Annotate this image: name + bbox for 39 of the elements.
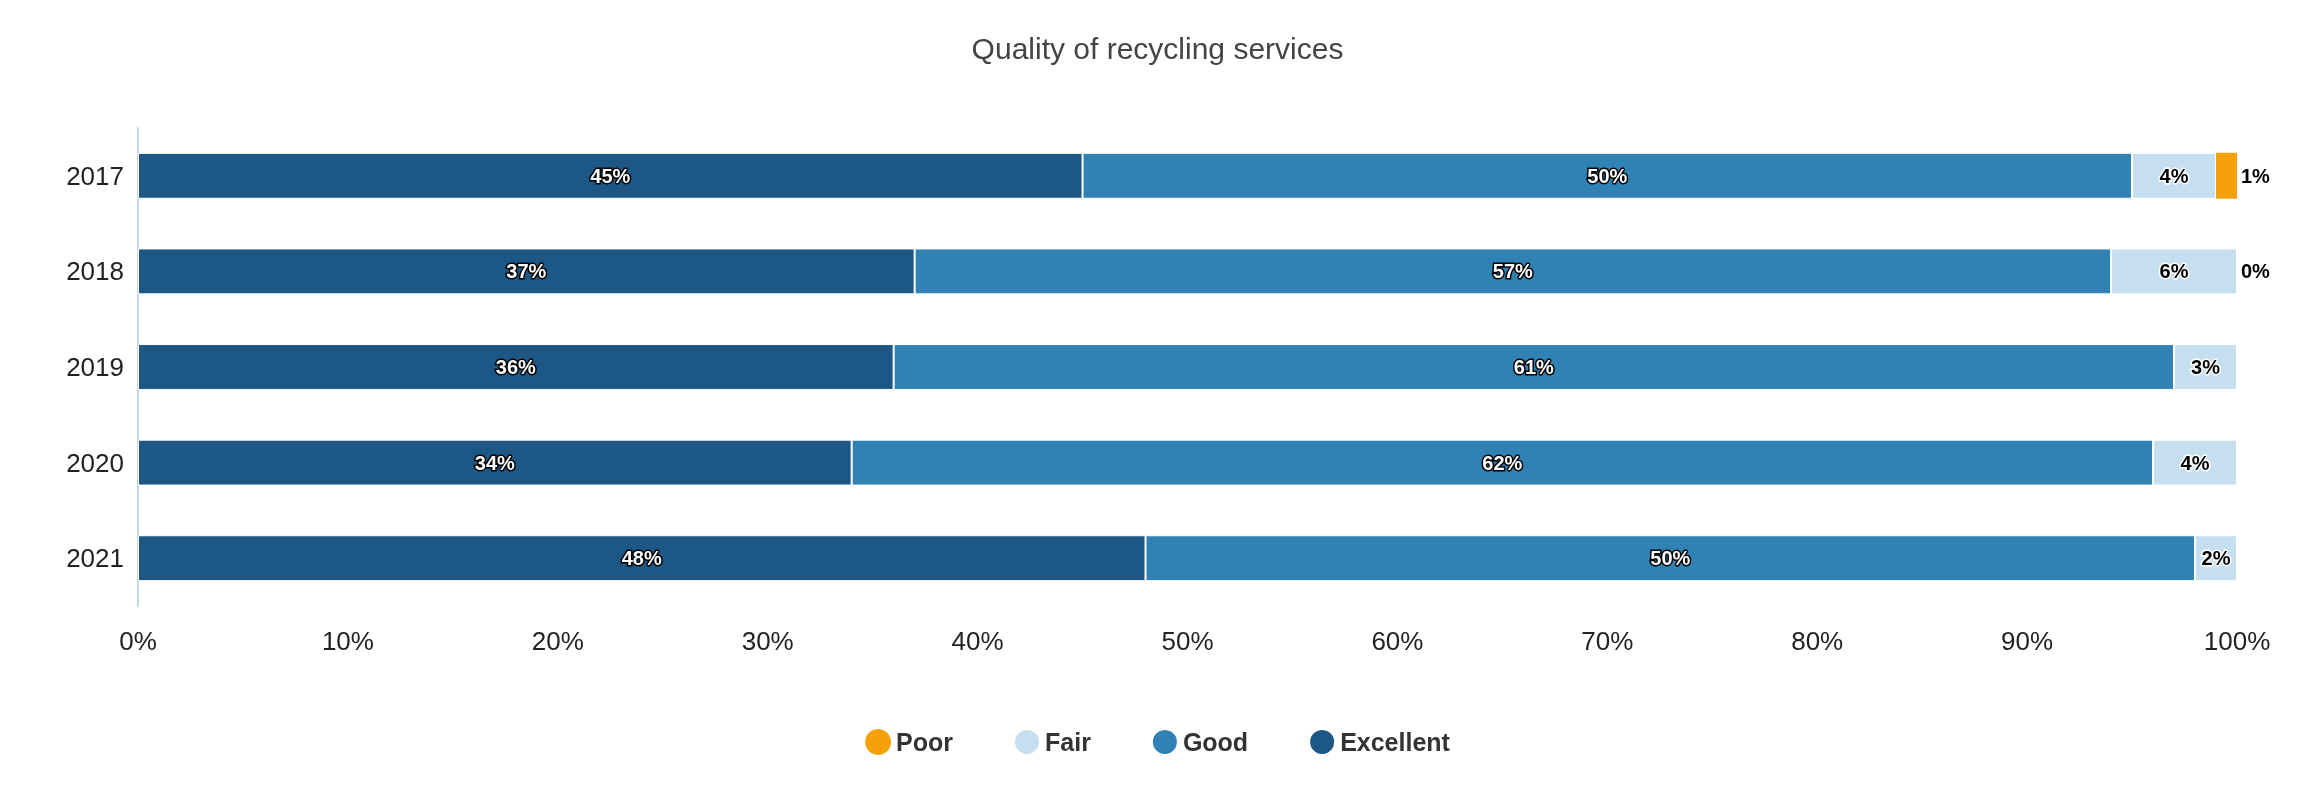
y-tick-label: 2020 xyxy=(66,447,124,478)
x-tick-label: 30% xyxy=(741,626,794,656)
data-label: 50% xyxy=(1587,164,1628,187)
data-label: 6% xyxy=(2159,260,2189,283)
x-tick-label: 60% xyxy=(1371,626,1424,656)
y-tick-label: 2021 xyxy=(66,543,124,574)
data-label: 37% xyxy=(506,260,547,283)
data-label: 4% xyxy=(2159,164,2189,187)
legend-label: Poor xyxy=(896,728,954,756)
data-label: 50% xyxy=(1650,547,1691,570)
data-label: 61% xyxy=(1513,356,1555,378)
data-label: 4% xyxy=(2180,451,2210,474)
x-tick-label: 100% xyxy=(2203,626,2271,656)
data-label: 3% xyxy=(2191,356,2221,378)
x-tick-label: 0% xyxy=(119,626,157,656)
data-label: 57% xyxy=(1492,260,1534,283)
x-tick-label: 40% xyxy=(951,626,1004,656)
chart-title: Quality of recycling services xyxy=(971,31,1344,65)
data-label: 2% xyxy=(2201,547,2231,570)
data-label: 48% xyxy=(621,547,662,570)
data-label: 34% xyxy=(474,451,516,474)
y-tick-label: 2018 xyxy=(66,256,124,287)
data-label: 62% xyxy=(1482,451,1523,474)
data-label: 45% xyxy=(590,164,631,187)
x-tick-label: 20% xyxy=(531,626,584,656)
x-tick-label: 90% xyxy=(2001,626,2054,656)
legend-label: Fair xyxy=(1045,728,1092,756)
bar xyxy=(2216,152,2237,199)
legend-label: Excellent xyxy=(1340,728,1451,756)
x-tick-label: 80% xyxy=(1791,626,1844,656)
data-label: 36% xyxy=(495,356,537,378)
y-tick-label: 2017 xyxy=(66,160,124,191)
legend-label: Good xyxy=(1182,728,1249,756)
x-tick-label: 10% xyxy=(321,626,374,656)
y-tick-label: 2019 xyxy=(66,352,124,382)
x-tick-label: 50% xyxy=(1161,626,1214,656)
data-label: 0% xyxy=(2241,260,2271,283)
x-tick-label: 70% xyxy=(1581,626,1634,656)
data-label: 1% xyxy=(2241,164,2271,187)
